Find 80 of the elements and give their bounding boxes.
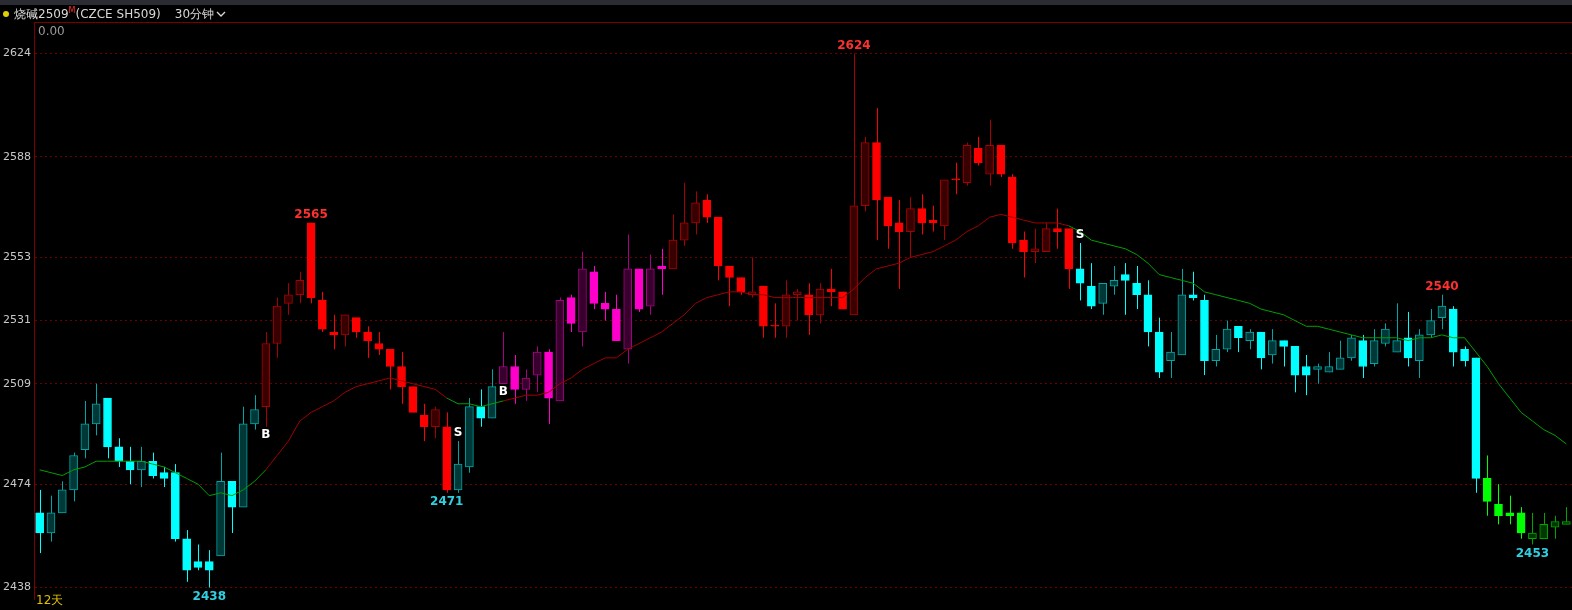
y-tick-label: 2531: [3, 313, 31, 327]
candlestick: [679, 182, 689, 247]
candlestick: [1482, 454, 1492, 517]
candlestick: [1098, 282, 1108, 316]
candlestick: [1087, 262, 1096, 310]
y-tick-label: 2553: [3, 250, 31, 264]
candlestick: [510, 354, 519, 405]
candlestick: [1166, 331, 1175, 379]
text: S: [1075, 227, 1085, 242]
candlestick: [1211, 334, 1221, 367]
candlestick: [917, 193, 927, 235]
text: 2540: [1425, 278, 1459, 293]
annotation: 0.00: [38, 24, 65, 38]
annotation: 12天: [36, 593, 64, 607]
candlestick: [374, 331, 384, 356]
candlestick: [1245, 328, 1255, 350]
chart-subtitle: 30分钟: [174, 5, 215, 23]
candlestick: [1188, 271, 1198, 301]
candlestick: [476, 388, 486, 428]
y-tick-label: 2474: [3, 477, 31, 491]
candlestick: [57, 480, 67, 514]
candlestick: [431, 406, 440, 439]
candlestick: [340, 314, 350, 347]
candlestick: [804, 282, 813, 336]
candlestick: [148, 452, 158, 479]
candlestick: [1301, 354, 1311, 396]
candlestick: [250, 394, 259, 431]
text: B: [498, 383, 508, 398]
candlestick: [725, 265, 734, 307]
candlestick: [204, 549, 214, 589]
text: 2438: [192, 588, 226, 603]
y-tick-label: 2509: [3, 376, 31, 390]
candlestick: [1494, 483, 1503, 525]
candlestick: [1075, 242, 1085, 301]
candlestick: [1550, 515, 1560, 540]
candlestick: [114, 437, 124, 468]
chart-title: 烧碱2509$^{M}$(CZCE SH509): [14, 5, 161, 23]
candlestick: [284, 282, 293, 316]
text: B: [261, 426, 271, 441]
candlestick: [363, 325, 372, 359]
candlestick: [770, 302, 780, 339]
y-tick-label: 2624: [3, 46, 31, 60]
text: S: [453, 425, 463, 440]
candlestick: [498, 331, 508, 385]
candlestick: [1369, 328, 1379, 367]
candlestick: [159, 466, 169, 488]
candlestick: [397, 351, 406, 405]
candlestick: [91, 383, 101, 436]
y-tick-label: 2438: [3, 580, 31, 594]
candlestick: [1041, 222, 1051, 253]
candlestick: [1132, 265, 1141, 310]
candlestick: [35, 489, 44, 554]
candlestick: [1267, 328, 1277, 365]
candlestick: [385, 348, 395, 390]
candlestick: [193, 543, 203, 571]
text: 2624: [837, 37, 871, 52]
candlestick: [1392, 302, 1402, 353]
candlestick: [1528, 512, 1537, 545]
candlestick: [1053, 208, 1062, 250]
y-tick-label: 2588: [3, 149, 31, 163]
candlestick: [1030, 228, 1040, 264]
candlestick: [137, 446, 146, 488]
text: 2565: [294, 207, 328, 222]
candlestick: [1347, 334, 1356, 362]
candlestick: [1222, 320, 1232, 353]
candlestick: [1120, 262, 1130, 316]
candlestick: [295, 271, 305, 304]
text: 2471: [430, 493, 464, 508]
candlestick: [1539, 512, 1549, 540]
candlestick: [691, 190, 700, 235]
candlestick: [1313, 363, 1322, 385]
candlestick: [702, 193, 712, 224]
candlestick: [1279, 340, 1288, 367]
candlestick: [973, 136, 983, 167]
candlestick: [1426, 308, 1435, 339]
candlestick: [1019, 231, 1028, 278]
candlestick: [1234, 325, 1243, 353]
candlestick: [532, 345, 542, 393]
text: 2453: [1515, 545, 1550, 560]
candlestick: [951, 162, 960, 195]
